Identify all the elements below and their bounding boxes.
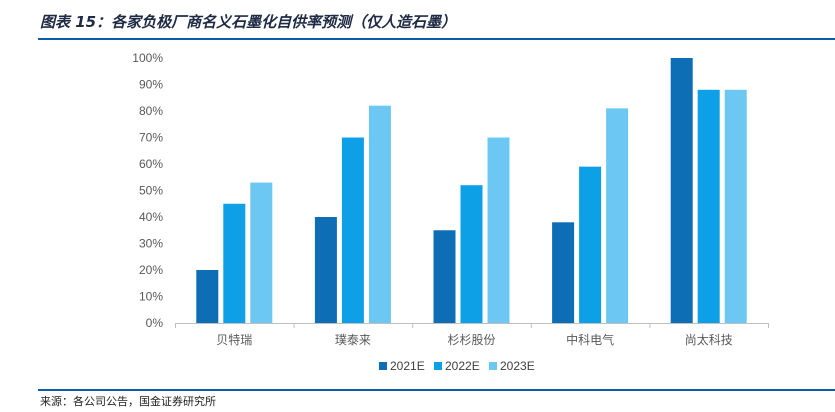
y-tick-label: 30% [139,237,163,251]
bar-group [196,58,747,323]
bar-2022E-0 [223,203,246,323]
bar-2021E-2 [433,230,456,323]
category-label: 中科电气 [566,332,614,347]
y-tick-label: 0% [146,316,164,330]
y-tick-label: 90% [139,78,163,92]
y-tick-label: 80% [139,104,163,118]
y-tick-label: 100% [132,51,163,65]
chart-title: 图表 15：各家负极厂商名义石墨化自供率预测（仅人造石墨） [40,13,457,31]
title-divider [38,38,835,40]
y-tick-label: 10% [139,290,163,304]
footer-divider [38,389,835,391]
legend: 2021E 2022E 2023E [379,359,535,373]
y-tick-label: 50% [139,184,163,198]
bar-2022E-2 [460,185,483,323]
bar-2023E-4 [724,89,747,323]
category-label: 杉杉股份 [447,333,495,347]
y-tick-label: 20% [139,263,163,277]
legend-swatch-2021E [379,362,387,370]
category-label: 璞泰来 [335,333,371,347]
y-tick-label: 70% [139,131,163,145]
category-label: 贝特瑞 [216,332,252,347]
bar-2021E-0 [196,270,219,323]
bar-2023E-1 [368,105,391,323]
legend-label-2023E: 2023E [500,359,535,373]
x-axis: 贝特瑞 璞泰来 杉杉股份 中科电气 尚太科技 [175,323,769,347]
y-tick-label: 60% [139,157,163,171]
title-bar: 图表 15：各家负极厂商名义石墨化自供率预测（仅人造石墨） [0,0,835,40]
bar-2021E-3 [552,222,575,323]
bar-2023E-3 [606,108,629,323]
bar-2021E-1 [314,217,337,323]
source-note: 来源：各公司公告，国金证券研究所 [40,395,216,408]
legend-label-2021E: 2021E [390,359,425,373]
bar-2023E-2 [487,137,510,323]
legend-swatch-2022E [434,362,442,370]
bar-2022E-1 [341,137,364,323]
bar-2022E-3 [579,166,602,323]
y-axis: 0% 10% 20% 30% 40% 50% 60% 70% 80% 90% 100% [132,51,163,330]
bar-2021E-4 [670,58,693,323]
legend-label-2022E: 2022E [445,359,480,373]
category-label: 尚太科技 [685,332,733,347]
y-tick-label: 40% [139,210,163,224]
bar-2022E-4 [697,89,720,323]
bar-2023E-0 [250,182,273,323]
legend-swatch-2023E [489,362,497,370]
